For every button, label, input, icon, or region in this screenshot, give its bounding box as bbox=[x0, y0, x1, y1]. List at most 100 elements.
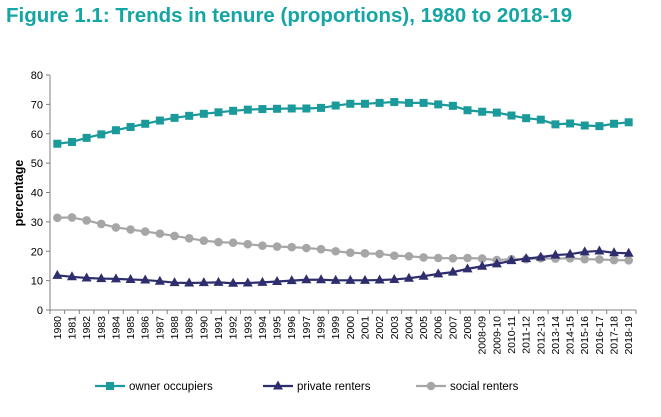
legend-item-owner-occupiers: owner occupiers bbox=[95, 381, 213, 393]
y-tick-label: 10 bbox=[31, 276, 43, 288]
x-tick-label: 1983 bbox=[96, 316, 108, 340]
x-tick-label: 1996 bbox=[286, 316, 298, 340]
series-lines bbox=[52, 98, 634, 287]
y-tick-label: 40 bbox=[31, 188, 43, 200]
x-tick-label: 2010-11 bbox=[506, 316, 518, 354]
data-point-owner-occupiers bbox=[214, 108, 223, 117]
data-point-social-renters bbox=[67, 213, 77, 222]
data-point-owner-occupiers bbox=[317, 103, 326, 112]
chart-legend: owner occupiers private renters social ren… bbox=[95, 380, 519, 393]
data-point-social-renters bbox=[126, 225, 135, 234]
x-tick-label: 2006 bbox=[433, 316, 445, 340]
data-point-private-renters bbox=[242, 277, 253, 287]
legend-item-private-renters: private renters bbox=[263, 380, 371, 393]
data-point-private-renters bbox=[565, 248, 576, 258]
x-tick-label: 1984 bbox=[110, 316, 122, 340]
y-tick-label: 0 bbox=[37, 305, 43, 317]
data-point-social-renters bbox=[302, 243, 311, 253]
data-point-private-renters bbox=[184, 277, 195, 287]
data-point-social-renters bbox=[448, 253, 458, 263]
data-point-private-renters bbox=[374, 274, 385, 284]
data-point-social-renters bbox=[609, 255, 619, 265]
data-point-owner-occupiers bbox=[551, 120, 560, 129]
x-tick-label: 2008 bbox=[462, 316, 474, 340]
x-tick-label: 1981 bbox=[66, 316, 78, 340]
series-line-private-renters bbox=[57, 249, 629, 285]
data-point-private-renters bbox=[359, 274, 370, 284]
data-point-social-renters bbox=[375, 249, 384, 259]
data-point-private-renters bbox=[330, 274, 341, 284]
figure-title: Figure 1.1: Trends in tenure (proportion… bbox=[6, 4, 573, 27]
data-point-owner-occupiers bbox=[258, 105, 267, 114]
x-tick-label: 1985 bbox=[125, 316, 137, 340]
data-point-private-renters bbox=[154, 275, 165, 285]
x-tick-label: 2004 bbox=[403, 316, 415, 340]
data-point-owner-occupiers bbox=[536, 115, 545, 124]
data-point-owner-occupiers bbox=[53, 139, 62, 148]
data-point-private-renters bbox=[286, 275, 297, 285]
x-tick-label: 1986 bbox=[140, 316, 152, 340]
data-point-social-renters bbox=[477, 254, 487, 263]
x-tick-label: 1987 bbox=[154, 316, 166, 340]
data-point-owner-occupiers bbox=[360, 99, 369, 108]
x-tick-label: 2014-15 bbox=[565, 316, 577, 355]
data-point-owner-occupiers bbox=[331, 101, 340, 110]
data-point-social-renters bbox=[258, 241, 267, 250]
y-axis-ticks: 0 10 20 30 40 50 60 70 80 bbox=[31, 70, 50, 317]
y-tick-label: 70 bbox=[31, 99, 43, 111]
y-tick-label: 60 bbox=[31, 129, 43, 141]
data-point-social-renters bbox=[331, 246, 340, 256]
x-tick-label: 2002 bbox=[374, 316, 386, 340]
data-point-owner-occupiers bbox=[566, 119, 575, 128]
data-point-private-renters bbox=[301, 274, 312, 284]
data-point-owner-occupiers bbox=[419, 98, 428, 107]
data-point-private-renters bbox=[609, 247, 620, 257]
data-point-social-renters bbox=[389, 251, 399, 260]
data-point-private-renters bbox=[462, 263, 473, 273]
data-point-social-renters bbox=[243, 239, 253, 249]
data-point-owner-occupiers bbox=[448, 101, 457, 110]
data-point-owner-occupiers bbox=[67, 137, 76, 146]
x-tick-label: 2012-13 bbox=[535, 316, 547, 355]
data-point-owner-occupiers bbox=[141, 119, 150, 128]
data-point-owner-occupiers bbox=[243, 105, 252, 114]
data-point-social-renters bbox=[346, 248, 355, 258]
data-point-owner-occupiers bbox=[199, 109, 208, 118]
y-tick-label: 30 bbox=[31, 217, 43, 229]
data-point-private-renters bbox=[66, 271, 77, 281]
x-tick-label: 2013-14 bbox=[550, 316, 562, 355]
x-tick-label: 2005 bbox=[418, 316, 430, 340]
x-tick-label: 2000 bbox=[345, 316, 357, 340]
x-tick-label: 2009-10 bbox=[491, 316, 503, 355]
data-point-owner-occupiers bbox=[595, 122, 604, 131]
data-point-social-renters bbox=[595, 255, 604, 264]
data-point-social-renters bbox=[53, 213, 62, 223]
data-point-owner-occupiers bbox=[522, 114, 531, 123]
data-point-owner-occupiers bbox=[111, 126, 120, 135]
series-owner-occupiers bbox=[53, 98, 633, 148]
data-point-social-renters bbox=[214, 237, 223, 247]
chart-axes bbox=[49, 75, 636, 311]
data-point-private-renters bbox=[579, 246, 590, 256]
x-tick-label: 1997 bbox=[301, 316, 313, 340]
data-point-private-renters bbox=[418, 270, 429, 280]
data-point-owner-occupiers bbox=[580, 121, 589, 130]
data-point-social-renters bbox=[82, 216, 91, 225]
data-point-private-renters bbox=[257, 276, 268, 286]
data-point-private-renters bbox=[477, 260, 488, 270]
data-point-private-renters bbox=[198, 277, 209, 287]
data-point-owner-occupiers bbox=[229, 106, 238, 115]
y-tick-label: 80 bbox=[31, 70, 43, 82]
data-point-owner-occupiers bbox=[390, 98, 399, 107]
data-point-private-renters bbox=[169, 277, 180, 287]
data-point-owner-occupiers bbox=[302, 104, 311, 113]
data-point-private-renters bbox=[433, 268, 444, 278]
data-point-owner-occupiers bbox=[155, 116, 164, 125]
data-point-private-renters bbox=[403, 272, 414, 282]
x-tick-label: 2001 bbox=[359, 316, 371, 340]
data-point-social-renters bbox=[419, 253, 428, 262]
x-tick-label: 1980 bbox=[52, 316, 64, 340]
data-point-private-renters bbox=[521, 253, 532, 263]
x-tick-label: 2017-18 bbox=[609, 316, 621, 355]
data-point-owner-occupiers bbox=[375, 98, 384, 107]
